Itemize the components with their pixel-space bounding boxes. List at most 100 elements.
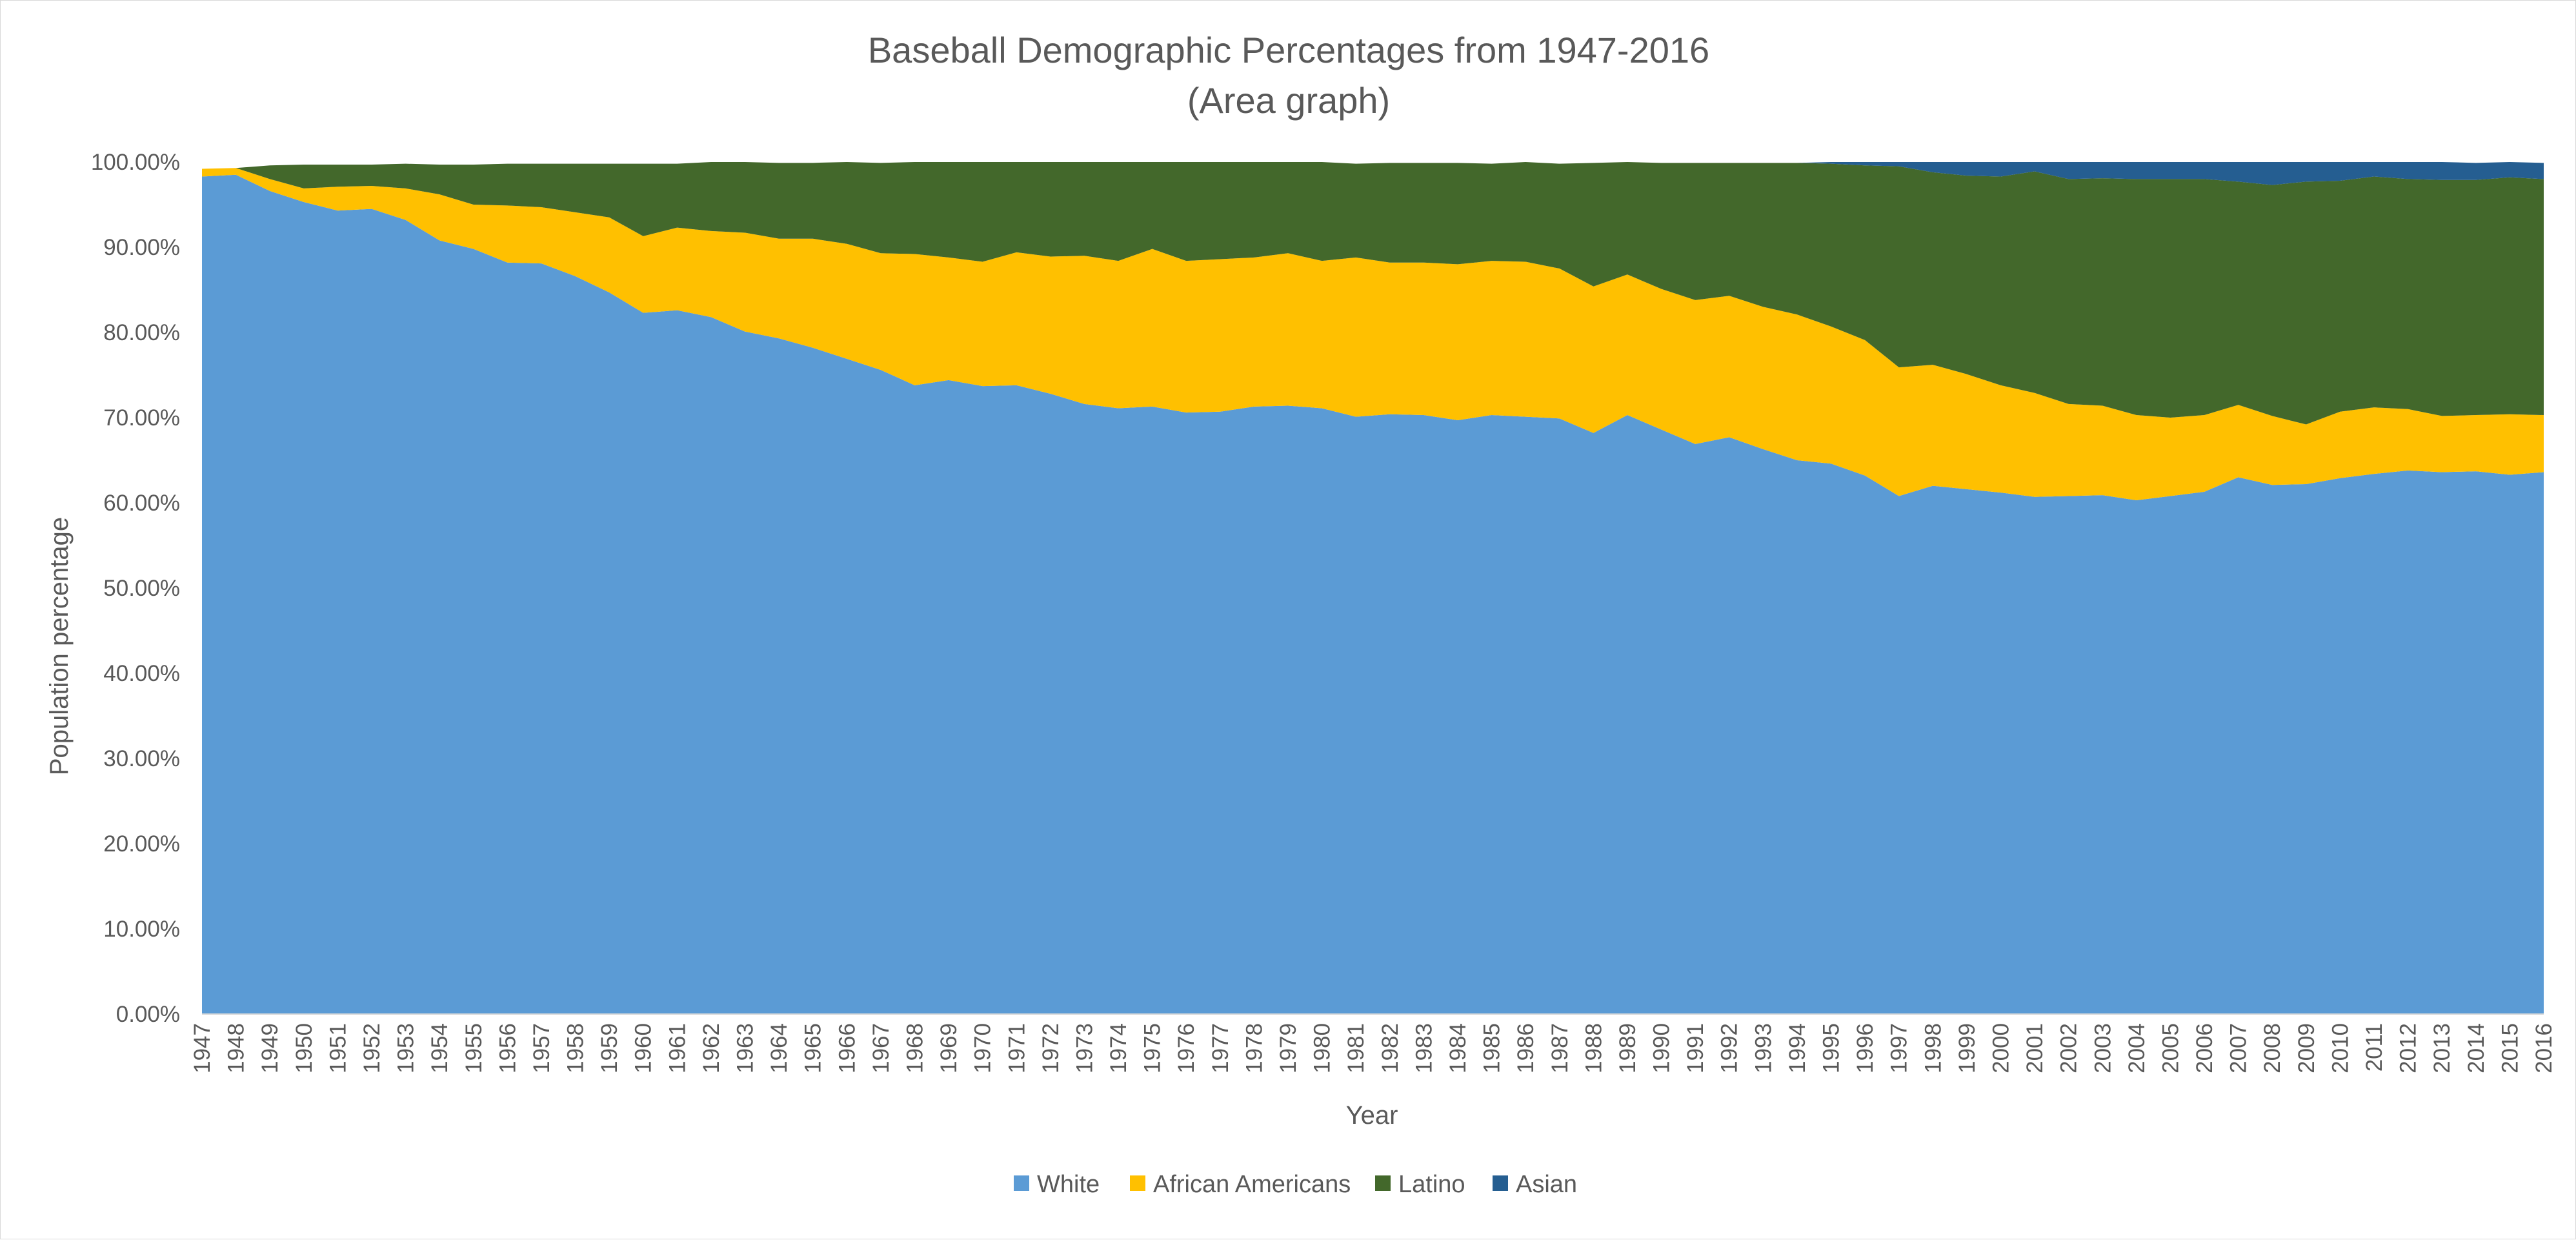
x-tick-label: 1962 [699, 1023, 724, 1073]
y-tick-label: 70.00% [103, 405, 180, 431]
x-tick-label: 1974 [1106, 1023, 1131, 1073]
legend-label: Latino [1398, 1171, 1465, 1198]
area-series-white [202, 174, 2544, 1014]
x-tick-label: 2005 [2158, 1023, 2183, 1073]
area-series-latino [202, 162, 2544, 425]
x-tick-label: 1976 [1174, 1023, 1199, 1073]
x-tick-label: 1949 [257, 1023, 283, 1073]
x-tick-label: 1985 [1480, 1023, 1505, 1073]
x-tick-label: 2004 [2124, 1023, 2149, 1073]
x-tick-label: 1964 [767, 1023, 792, 1073]
x-tick-label: 2000 [1988, 1023, 2013, 1073]
x-tick-label: 1984 [1445, 1023, 1471, 1073]
y-tick-label: 10.00% [103, 917, 180, 942]
x-tick-label: 1994 [1785, 1023, 1810, 1073]
y-axis-title: Population percentage [45, 517, 74, 775]
x-tick-label: 1987 [1547, 1023, 1573, 1073]
x-tick-label: 1975 [1140, 1023, 1165, 1073]
x-tick-label: 1997 [1887, 1023, 1912, 1073]
y-tick-label: 20.00% [103, 831, 180, 857]
chart-subtitle: (Area graph) [1187, 80, 1390, 121]
x-tick-label: 2008 [2260, 1023, 2285, 1073]
x-tick-label: 1969 [936, 1023, 961, 1073]
x-tick-label: 1990 [1649, 1023, 1675, 1073]
x-tick-label: 1991 [1683, 1023, 1708, 1073]
y-tick-label: 100.00% [91, 150, 180, 175]
x-tick-label: 1978 [1242, 1023, 1267, 1073]
legend-swatch-asian [1493, 1175, 1508, 1191]
y-tick-label: 50.00% [103, 576, 180, 601]
x-tick-label: 1999 [1955, 1023, 1980, 1073]
x-tick-label: 1950 [292, 1023, 317, 1073]
x-tick-label: 1957 [529, 1023, 554, 1073]
x-tick-label: 2002 [2057, 1023, 2082, 1073]
x-tick-label: 1952 [359, 1023, 385, 1073]
area-series-asian [202, 162, 2544, 185]
x-tick-label: 2013 [2430, 1023, 2455, 1073]
y-tick-label: 60.00% [103, 491, 180, 516]
area-series-african-americans [202, 168, 2544, 501]
legend-label: Asian [1516, 1171, 1577, 1198]
x-axis-tick-labels: 1947 1948 1949 1950 1951 1952 1953 1954 1955 1956… [190, 1023, 2557, 1073]
y-tick-label: 90.00% [103, 235, 180, 260]
x-tick-label: 2009 [2294, 1023, 2319, 1073]
x-axis-title: Year [1346, 1101, 1398, 1130]
x-tick-label: 1967 [869, 1023, 894, 1073]
x-tick-label: 1980 [1310, 1023, 1335, 1073]
chart-legend: White African Americans Latino Asian [1014, 1171, 1577, 1198]
x-tick-label: 2016 [2531, 1023, 2557, 1073]
x-tick-label: 2014 [2464, 1023, 2489, 1073]
x-tick-label: 2015 [2497, 1023, 2522, 1073]
legend-swatch-white [1014, 1175, 1029, 1191]
x-tick-label: 1981 [1343, 1023, 1369, 1073]
legend-label: White [1037, 1171, 1100, 1198]
x-tick-label: 1995 [1819, 1023, 1844, 1073]
x-tick-label: 1960 [631, 1023, 656, 1073]
x-tick-label: 1993 [1751, 1023, 1776, 1073]
legend-swatch-african-americans [1130, 1175, 1145, 1191]
x-tick-label: 1992 [1717, 1023, 1742, 1073]
x-tick-label: 1983 [1411, 1023, 1436, 1073]
x-tick-label: 2007 [2226, 1023, 2251, 1073]
chart-title: Baseball Demographic Percentages from 19… [868, 30, 1709, 70]
x-tick-label: 1954 [427, 1023, 452, 1073]
x-tick-label: 1968 [902, 1023, 927, 1073]
x-tick-label: 2003 [2090, 1023, 2115, 1073]
x-tick-label: 2012 [2396, 1023, 2421, 1073]
legend-label: African Americans [1153, 1171, 1351, 1198]
x-tick-label: 1971 [1004, 1023, 1029, 1073]
x-tick-label: 2006 [2192, 1023, 2217, 1073]
x-tick-label: 1988 [1581, 1023, 1606, 1073]
x-tick-label: 1959 [597, 1023, 622, 1073]
x-tick-label: 1982 [1378, 1023, 1403, 1073]
x-tick-label: 1953 [394, 1023, 419, 1073]
x-tick-label: 1958 [563, 1023, 589, 1073]
legend-swatch-latino [1375, 1175, 1391, 1191]
x-tick-label: 1955 [461, 1023, 487, 1073]
x-tick-label: 1996 [1853, 1023, 1878, 1073]
x-tick-label: 1986 [1513, 1023, 1538, 1073]
x-tick-label: 1966 [834, 1023, 860, 1073]
x-tick-label: 1948 [224, 1023, 249, 1073]
y-tick-label: 30.00% [103, 746, 180, 771]
x-tick-label: 1979 [1276, 1023, 1301, 1073]
x-tick-label: 1973 [1072, 1023, 1097, 1073]
x-tick-label: 1956 [495, 1023, 520, 1073]
x-tick-label: 1972 [1038, 1023, 1063, 1073]
x-tick-label: 2010 [2328, 1023, 2353, 1073]
x-tick-label: 1977 [1208, 1023, 1233, 1073]
area-series-group [202, 162, 2544, 1014]
x-tick-label: 1951 [325, 1023, 350, 1073]
x-tick-label: 1961 [665, 1023, 690, 1073]
x-tick-label: 2001 [2022, 1023, 2048, 1073]
x-tick-label: 1998 [1920, 1023, 1946, 1073]
y-tick-label: 0.00% [116, 1002, 180, 1027]
x-tick-label: 1989 [1615, 1023, 1640, 1073]
x-tick-label: 1947 [190, 1023, 215, 1073]
x-tick-label: 1963 [733, 1023, 758, 1073]
y-axis-tick-labels: 0.00% 10.00% 20.00% 30.00% 40.00% 50.00% 60.00… [91, 150, 180, 1027]
x-tick-label: 1965 [801, 1023, 826, 1073]
x-tick-label: 1970 [971, 1023, 996, 1073]
